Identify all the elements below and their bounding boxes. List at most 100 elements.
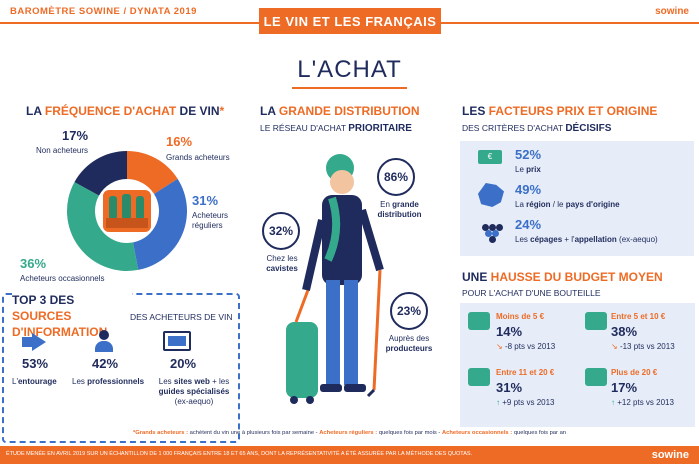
facteurs-cepages-label-plain3: (ex-aequo)	[616, 235, 658, 244]
frequence-title-prefix: LA	[26, 104, 45, 118]
frequence-asterisk: *	[219, 104, 225, 118]
gd-grande-distribution-label: En grande distribution	[372, 200, 427, 220]
budget-card-2-pct: 38%	[611, 324, 638, 339]
top3-professionnels-label: Les professionnels	[72, 377, 144, 387]
gd-producteurs-label-bold: producteurs	[385, 344, 433, 353]
budget-card-2-trend: ↘ -13 pts vs 2013	[611, 342, 675, 352]
footnote-term-1: *Grands acheteurs :	[132, 430, 189, 436]
facteurs-region-label-plain2: / le	[550, 200, 566, 209]
facteurs-prix-label-plain: Le	[515, 165, 527, 174]
wallet-icon	[585, 368, 607, 386]
laptop-icon	[163, 331, 191, 351]
arrow-up-icon: ↑	[496, 398, 500, 407]
budget-card-4-pct: 17%	[611, 380, 638, 395]
footnote-term-3: Acheteurs occasionnels :	[441, 430, 513, 436]
top3-professionnels-pct: 42%	[92, 356, 119, 371]
seg-grands-acheteurs-label: Grands acheteurs	[166, 153, 230, 162]
facteurs-region-label-plain: La	[515, 200, 527, 209]
facteurs-cepages-pct: 24%	[515, 217, 542, 232]
budget-card-4-trend-text: +12 pts vs 2013	[617, 398, 674, 407]
bottom-bar	[0, 446, 699, 464]
gd-cavistes-label-plain: Chez les	[266, 254, 298, 263]
facteurs-cepages-label-bold: cépages	[530, 235, 563, 244]
title-underline	[292, 87, 407, 89]
top3-entourage-label-bold: entourage	[17, 377, 57, 386]
budget-card-2-trend-text: -13 pts vs 2013	[619, 342, 675, 351]
wallet-icon	[585, 312, 607, 330]
facteurs-cepages-label: Les cépages + l'appellation (ex-aequo)	[515, 235, 658, 245]
gd-grande-distribution-label-bold: grande distribution	[377, 200, 422, 219]
budget-card-1-pct: 14%	[496, 324, 523, 339]
donut-slice-3	[67, 182, 139, 271]
seg-non-acheteurs-pct: 17%	[62, 128, 89, 143]
facteurs-prix-pct: 52%	[515, 147, 542, 162]
top3-sites-label: Les sites web + les guides spécialisés (e…	[150, 377, 238, 407]
arrow-down-icon: ↘	[611, 342, 618, 351]
wallet-icon	[468, 312, 490, 330]
facteurs-subtitle-plain: DES CRITÈRES D'ACHAT	[462, 123, 566, 133]
frequence-title-suffix: DE VIN	[176, 104, 220, 118]
facteurs-prix-label-bold: prix	[526, 165, 541, 174]
top3-sites-label-bold2: guides spécialisés	[158, 387, 230, 396]
top3-sites-label-extra: (ex-aequo)	[174, 397, 214, 406]
wallet-icon	[468, 368, 490, 386]
facteurs-subtitle-bold: DÉCISIFS	[565, 123, 612, 134]
megaphone-icon	[20, 333, 50, 351]
top3-subtitle: DES ACHETEURS DE VIN	[130, 312, 233, 322]
seg-non-acheteurs-label: Non acheteurs	[36, 146, 89, 155]
gd-producteurs-pct: 23%	[390, 292, 428, 330]
budget-card-4-trend: ↑ +12 pts vs 2013	[611, 398, 674, 408]
budget-card-1-trend: ↘ -8 pts vs 2013	[496, 342, 555, 352]
budget-title: UNE HAUSSE DU BUDGET MOYEN	[462, 270, 663, 284]
gd-title-prefix: LA	[260, 104, 279, 118]
shopper-illustration	[286, 154, 384, 404]
top3-sites-label-bold: sites web	[173, 377, 210, 386]
top3-entourage-label-plain: L'	[12, 377, 18, 386]
facteurs-prix-label: Le prix	[515, 165, 541, 175]
facteurs-cepages-label-bold2: appellation	[574, 235, 617, 244]
facteurs-region-pct: 49%	[515, 182, 542, 197]
gd-producteurs-label: Auprès des producteurs	[378, 334, 440, 354]
top3-professionnels-label-bold: professionnels	[87, 377, 145, 386]
facteurs-title-prefix: LES	[462, 104, 489, 118]
facteurs-region-label: La région / le pays d'origine	[515, 200, 620, 210]
facteurs-title-highlight: FACTEURS PRIX ET ORIGINE	[488, 104, 658, 118]
top3-sites-label-plain: Les	[158, 377, 174, 386]
top3-title-prefix: TOP 3 DES	[12, 293, 75, 307]
gd-subtitle-bold: PRIORITAIRE	[348, 123, 412, 134]
header-brand: sowine	[655, 6, 689, 17]
facteurs-region-label-bold: région	[526, 200, 551, 209]
bottom-study-note: ÉTUDE MENÉE EN AVRIL 2019 SUR UN ÉCHANTI…	[6, 451, 473, 457]
budget-card-1-trend-text: -8 pts vs 2013	[504, 342, 556, 351]
donut-slice-0	[74, 151, 127, 196]
budget-card-3-trend: ↑ +9 pts vs 2013	[496, 398, 555, 408]
frequence-title-highlight: FRÉQUENCE D'ACHAT	[44, 104, 177, 118]
gd-subtitle: LE RÉSEAU D'ACHAT PRIORITAIRE	[260, 123, 412, 134]
seg-reguliers-pct: 31%	[192, 193, 219, 208]
top3-entourage-label: L'entourage	[12, 377, 57, 387]
gd-grande-distribution-pct: 86%	[377, 158, 415, 196]
grapes-icon	[482, 220, 503, 243]
professional-person-icon	[93, 330, 115, 352]
price-tag-icon: €	[478, 150, 502, 164]
footnote-desc-3: quelques fois par an	[512, 430, 567, 436]
budget-title-prefix: UNE	[462, 270, 491, 284]
header-study-label: BAROMÈTRE SOWINE / DYNATA 2019	[10, 6, 197, 17]
seg-occasionnels-pct: 36%	[20, 256, 47, 271]
budget-subtitle: POUR L'ACHAT D'UNE BOUTEILLE	[462, 288, 601, 298]
top3-professionnels-label-plain: Les	[72, 377, 88, 386]
frequence-title: LA FRÉQUENCE D'ACHAT DE VIN*	[26, 104, 224, 118]
budget-card-3-pct: 31%	[496, 380, 523, 395]
budget-card-2-range: Entre 5 et 10 €	[611, 312, 666, 321]
budget-title-highlight: HAUSSE DU BUDGET MOYEN	[490, 270, 663, 284]
top3-sites-pct: 20%	[170, 356, 197, 371]
footnote-term-2: Acheteurs réguliers :	[319, 430, 378, 436]
gd-cavistes-label: Chez les cavistes	[258, 254, 306, 274]
seg-grands-acheteurs-pct: 16%	[166, 134, 193, 149]
arrow-up-icon: ↑	[611, 398, 615, 407]
gd-cavistes-pct: 32%	[262, 212, 300, 250]
gd-producteurs-label-plain: Auprès des	[388, 334, 430, 343]
budget-card-1-range: Moins de 5 €	[496, 312, 545, 321]
arrow-down-icon: ↘	[496, 342, 503, 351]
gd-title-highlight: GRANDE DISTRIBUTION	[278, 104, 420, 118]
